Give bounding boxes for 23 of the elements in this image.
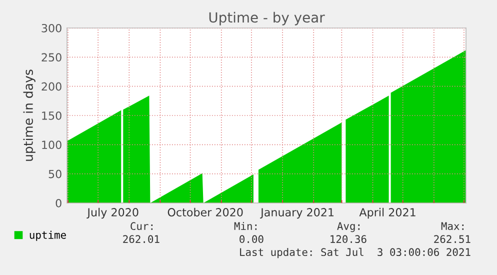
text: 262.51: [434, 235, 470, 244]
text: 120.36: [330, 235, 366, 244]
y-axis-title: uptime in days: [23, 70, 36, 161]
text: Min:: [234, 222, 257, 230]
text: Last update: Sat Jul 3 03:00:06 2021: [240, 248, 470, 258]
y-tick-label: 300: [42, 24, 62, 32]
x-tick-label: October 2020: [168, 208, 243, 216]
text: 0.00: [240, 235, 264, 244]
x-tick-label: April 2021: [359, 208, 416, 219]
text: Avg:: [337, 222, 360, 232]
text: 262.01: [123, 235, 160, 244]
text: Max:: [441, 222, 464, 230]
y-tick-label: 100: [42, 140, 62, 150]
legend-label: uptime: [30, 230, 66, 241]
chart-title: Uptime - by year: [209, 12, 325, 26]
y-tick-label: 0: [56, 198, 62, 208]
x-tick-label: January 2021: [260, 208, 334, 219]
y-tick-label: 250: [42, 53, 62, 62]
y-tick-label: 150: [42, 111, 62, 120]
text: Cur:: [130, 222, 153, 230]
y-tick-label: 200: [42, 82, 62, 91]
x-tick-label: July 2020: [86, 208, 138, 219]
y-tick-label: 50: [48, 170, 62, 178]
